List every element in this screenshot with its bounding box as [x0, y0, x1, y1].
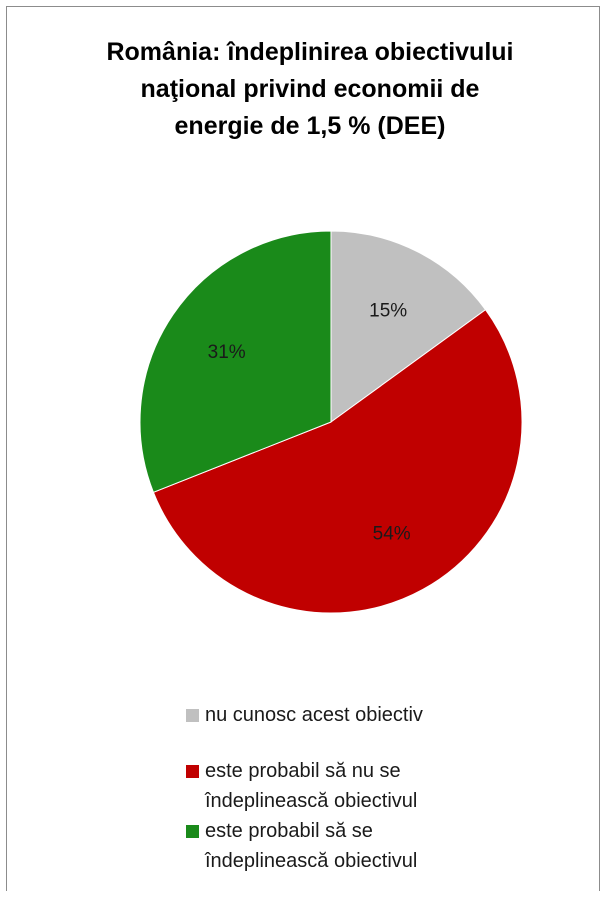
pie-slice-label-1: 54% [373, 524, 411, 545]
legend-label-0: nu cunosc acest obiectiv [205, 704, 423, 726]
chart-legend: nu cunosc acest obiectiv este probabil s… [186, 700, 586, 876]
legend-swatch-2 [186, 825, 199, 838]
legend-label-1: este probabil să nu se îndeplinească obi… [205, 760, 418, 812]
legend-item-1: este probabil să nu se îndeplinească obi… [186, 756, 586, 816]
legend-item-2: este probabil să se îndeplinească obiect… [186, 816, 586, 876]
pie-slice-0 [330, 230, 487, 423]
legend-label-2: este probabil să se îndeplinească obiect… [205, 820, 418, 872]
legend-swatch-0 [186, 709, 199, 722]
pie-slice-label-2: 31% [208, 342, 246, 363]
pie-slice-1 [152, 309, 523, 614]
chart-title: România: îndeplinirea obiectivului naţio… [106, 38, 514, 140]
pie-slice-2 [139, 230, 332, 493]
legend-item-0: nu cunosc acest obiectiv [186, 700, 586, 730]
legend-swatch-1 [186, 765, 199, 778]
pie-slice-label-0: 15% [369, 301, 407, 322]
